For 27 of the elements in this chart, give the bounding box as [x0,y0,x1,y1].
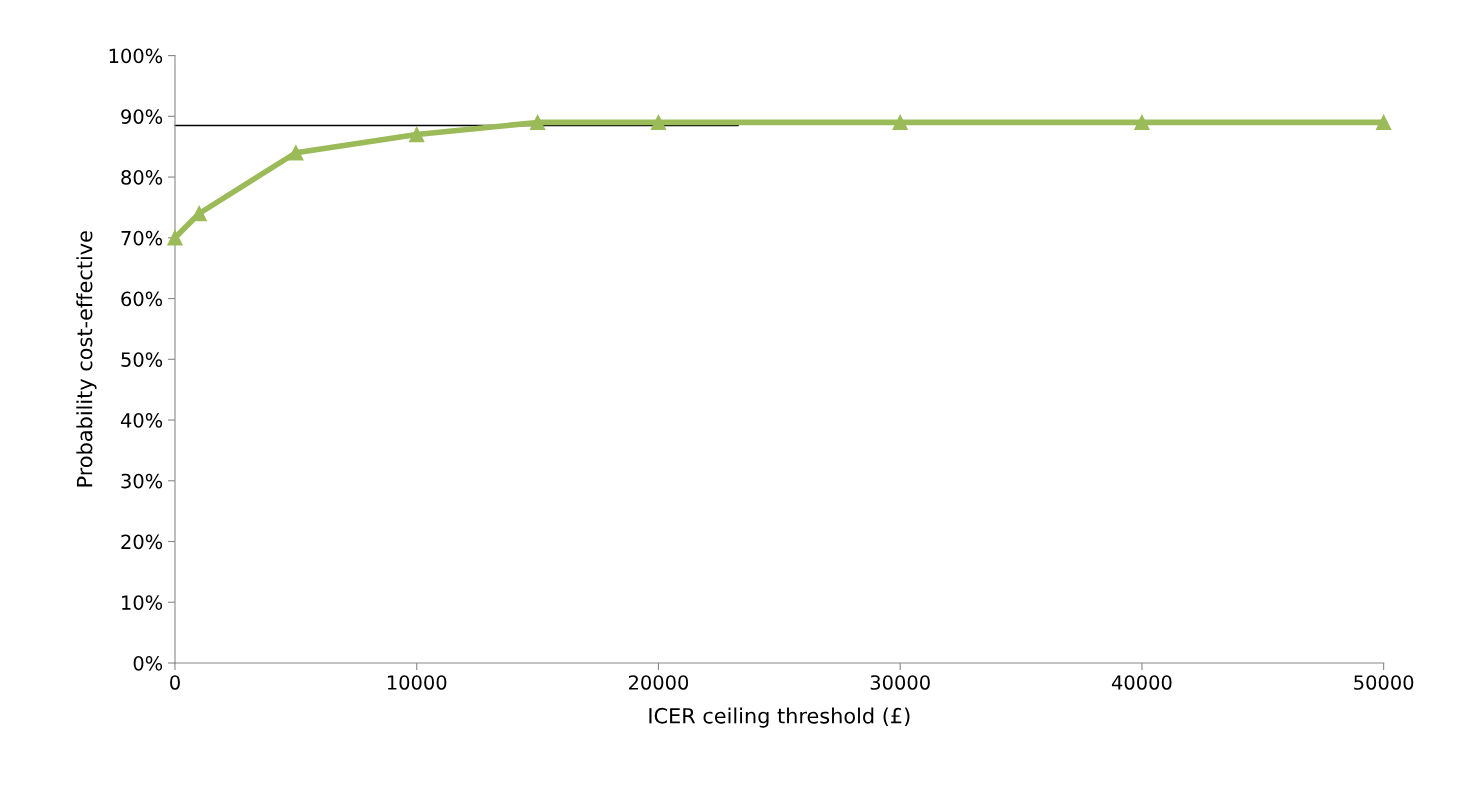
x-tick-label: 40000 [1111,675,1172,690]
y-tick-label: 50% [121,352,163,367]
y-tick-label: 70% [121,230,163,246]
x-tick-label: 30000 [870,675,930,690]
x-tick-label: 0 [170,675,180,690]
point [1134,114,1150,131]
y-tick-label: 90% [121,109,163,124]
y-tick-label: 40% [120,412,163,428]
y-tick-label: 10% [122,595,163,610]
y-tick-label: 100% [109,48,163,64]
point [529,114,546,131]
point [409,126,425,143]
y-tick-label: 80% [121,170,163,185]
y-tick-label: 0% [133,655,163,671]
x-tick-label: 10000 [387,675,447,690]
point [288,145,304,161]
y-axis-title: Probability cost-effective [76,231,97,487]
y-tick-label: 20% [121,534,163,550]
point [1375,114,1392,131]
y-tick-label: 30% [121,473,163,489]
y-tick-label: 60% [121,291,163,307]
x-tick-label: 20000 [628,675,689,690]
point [650,114,667,131]
x-axis-title: ICER ceiling threshold (£) [649,707,910,728]
x-tick-label: 50000 [1354,675,1414,690]
point [167,230,183,246]
point [892,114,908,131]
